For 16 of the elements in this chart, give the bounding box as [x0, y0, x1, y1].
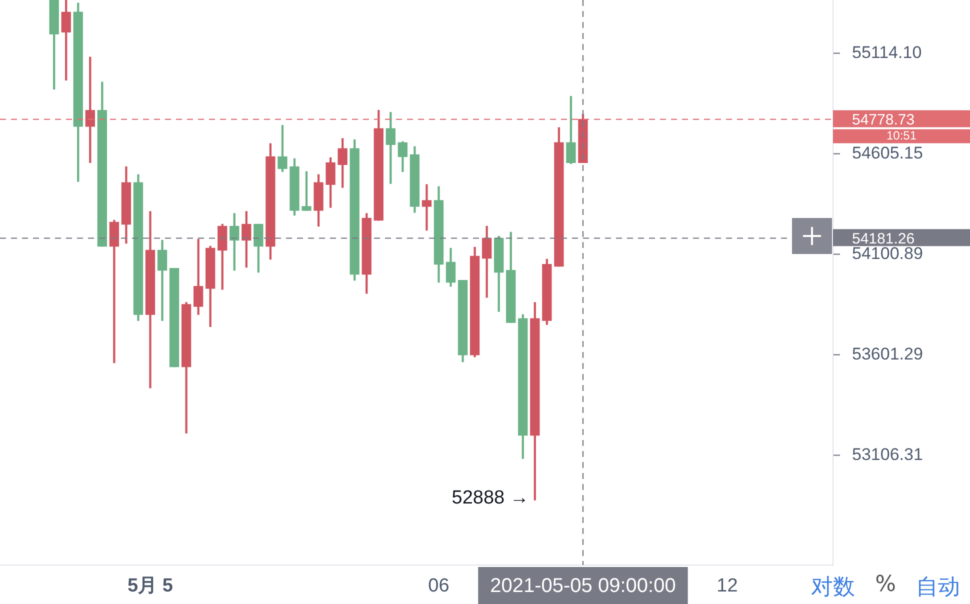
x-tick-label: 06 [428, 576, 450, 597]
y-tick-label: 53601.29 [852, 344, 923, 364]
y-tick-label: 54605.15 [852, 143, 923, 162]
ref-line-label: 54778.73 [852, 111, 915, 128]
candlestick [109, 220, 120, 364]
y-tick-label: 55114.10 [852, 42, 922, 62]
ref-line-label: 2021-05-05 09:00:00 [490, 575, 676, 598]
x-tick-label: 5月 5 [128, 576, 174, 597]
x-tick-label: 12 [716, 576, 738, 597]
annotation: 52888 → [452, 487, 529, 508]
y-tick-label: 53106.31 [852, 445, 923, 464]
text: 对数 [811, 574, 856, 602]
text: 10:51 [886, 128, 917, 143]
text: 自动 [916, 574, 960, 602]
candlestick [422, 184, 432, 231]
text: % [875, 572, 896, 599]
